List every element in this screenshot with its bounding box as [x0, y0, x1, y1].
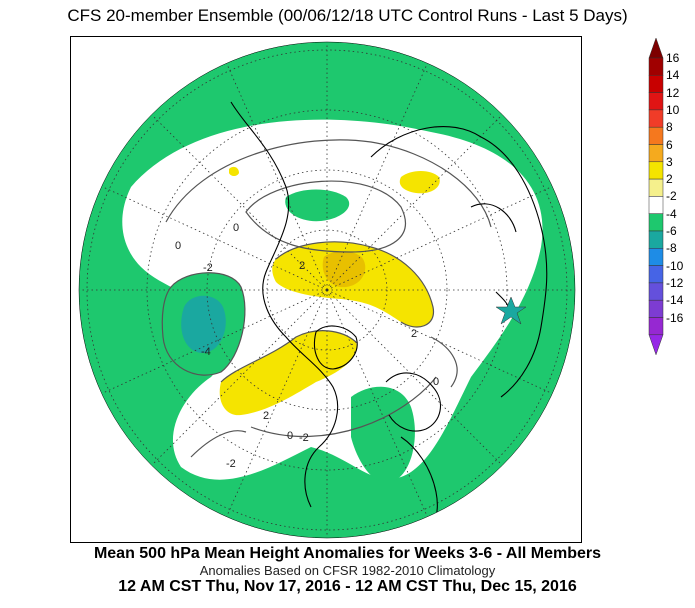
legend-label: 16 — [666, 51, 680, 65]
legend-bottom-arrow — [648, 334, 664, 356]
polar-map-svg: 0 0 -2 -4 2 2 2 0 -2 -2 0 — [78, 41, 576, 539]
legend-label: -2 — [666, 189, 677, 204]
negative-anomaly-region — [285, 189, 350, 222]
legend-swatch — [648, 92, 664, 111]
legend-swatch — [648, 213, 664, 232]
atlantic-negative-region — [351, 386, 415, 483]
date-range: 12 AM CST Thu, Nov 17, 2016 - 12 AM CST … — [118, 578, 577, 595]
legend-top-arrow — [648, 37, 664, 59]
legend-label: -12 — [666, 275, 684, 290]
legend-label: 12 — [666, 85, 680, 100]
legend-swatch — [648, 230, 664, 249]
coastline-south-asia — [470, 203, 517, 233]
legend-label: 10 — [666, 102, 680, 117]
legend-swatch — [648, 265, 664, 284]
legend-swatch — [648, 299, 664, 318]
contour-label: -2 — [299, 432, 309, 444]
legend-label: -10 — [666, 258, 684, 273]
legend-label: -14 — [666, 293, 684, 308]
contour-label: 0 — [287, 430, 293, 442]
legend-swatch — [648, 282, 664, 301]
legend-swatch — [648, 196, 664, 214]
legend-swatch — [648, 57, 664, 76]
contour-label: 0 — [433, 376, 439, 388]
legend-swatch — [648, 126, 664, 145]
legend-swatch — [648, 144, 664, 163]
coastline-greenland — [314, 325, 358, 370]
legend-label: 2 — [666, 172, 673, 187]
positive-anomaly-north-america — [219, 330, 357, 416]
map-caption: Mean 500 hPa Mean Height Anomalies for W… — [93, 545, 602, 562]
legend-label: -16 — [666, 310, 684, 325]
legend-swatch — [648, 161, 664, 180]
legend-label: 3 — [666, 154, 673, 169]
chart-title: CFS 20-member Ensemble (00/06/12/18 UTC … — [67, 6, 628, 25]
anomaly-map: 0 0 -2 -4 2 2 2 0 -2 -2 0 — [70, 36, 582, 543]
legend-label: 6 — [666, 137, 673, 152]
legend-label: 8 — [666, 120, 673, 135]
legend-swatch — [648, 178, 664, 197]
contour-label: 2 — [263, 410, 269, 422]
contour-label: 0 — [175, 240, 181, 252]
contour-label: 0 — [233, 222, 239, 234]
legend-swatch — [648, 248, 664, 266]
contour-label: -4 — [201, 346, 211, 358]
color-legend: 16 14 12 10 8 6 3 2 -2 -4 -6 -8 -10 -12 -14 -16 — [646, 36, 692, 536]
contour-label: -2 — [226, 458, 236, 470]
legend-label: -6 — [666, 224, 677, 238]
legend-label: -4 — [666, 206, 677, 221]
legend-swatch — [648, 109, 664, 128]
legend-swatch — [648, 317, 664, 336]
coastline-north-america — [230, 101, 339, 508]
legend-colorbar — [648, 37, 664, 356]
climatology-note: Anomalies Based on CFSR 1982-2010 Climat… — [199, 563, 496, 578]
contour-label: -2 — [203, 262, 213, 274]
anomaly-marker — [495, 296, 527, 325]
legend-label: -8 — [666, 241, 677, 256]
legend-swatch — [648, 75, 664, 93]
legend-label: 14 — [666, 68, 680, 83]
coastline-europe — [385, 372, 442, 432]
positive-anomaly-core — [322, 251, 366, 288]
coastline-asia — [370, 126, 548, 398]
contour-label: 2 — [411, 328, 417, 340]
contour-label: 2 — [299, 260, 305, 272]
